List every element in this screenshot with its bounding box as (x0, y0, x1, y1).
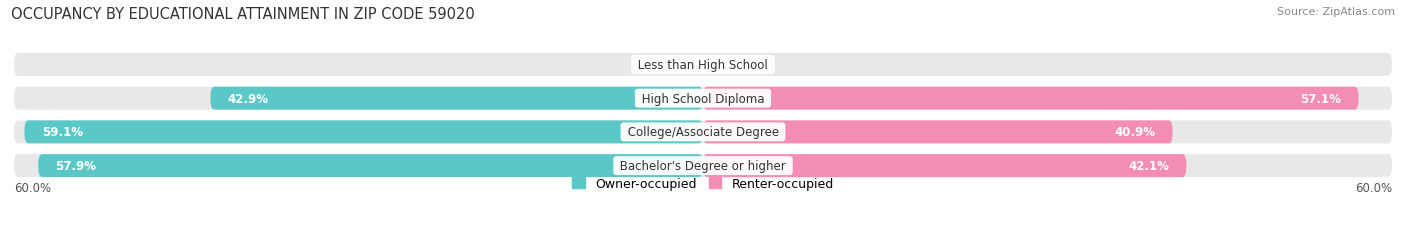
Text: 57.9%: 57.9% (55, 159, 97, 172)
Text: 40.9%: 40.9% (1115, 126, 1156, 139)
Text: Less than High School: Less than High School (634, 59, 772, 72)
Text: OCCUPANCY BY EDUCATIONAL ATTAINMENT IN ZIP CODE 59020: OCCUPANCY BY EDUCATIONAL ATTAINMENT IN Z… (11, 7, 475, 22)
Text: 0.0%: 0.0% (645, 59, 675, 72)
FancyBboxPatch shape (703, 87, 1358, 110)
Text: 59.1%: 59.1% (42, 126, 83, 139)
Text: 42.9%: 42.9% (228, 92, 269, 105)
FancyBboxPatch shape (14, 155, 1392, 177)
Text: 57.1%: 57.1% (1301, 92, 1341, 105)
Text: College/Associate Degree: College/Associate Degree (624, 126, 782, 139)
Text: 60.0%: 60.0% (1355, 181, 1392, 194)
Text: High School Diploma: High School Diploma (638, 92, 768, 105)
Text: 60.0%: 60.0% (14, 181, 51, 194)
FancyBboxPatch shape (703, 155, 1187, 177)
Text: Bachelor's Degree or higher: Bachelor's Degree or higher (616, 159, 790, 172)
Text: 42.1%: 42.1% (1128, 159, 1170, 172)
Legend: Owner-occupied, Renter-occupied: Owner-occupied, Renter-occupied (568, 172, 838, 195)
Text: Source: ZipAtlas.com: Source: ZipAtlas.com (1277, 7, 1395, 17)
FancyBboxPatch shape (38, 155, 703, 177)
FancyBboxPatch shape (703, 121, 1173, 144)
FancyBboxPatch shape (14, 54, 1392, 76)
FancyBboxPatch shape (211, 87, 703, 110)
FancyBboxPatch shape (14, 121, 1392, 144)
FancyBboxPatch shape (14, 87, 1392, 110)
FancyBboxPatch shape (24, 121, 703, 144)
Text: 0.0%: 0.0% (731, 59, 761, 72)
